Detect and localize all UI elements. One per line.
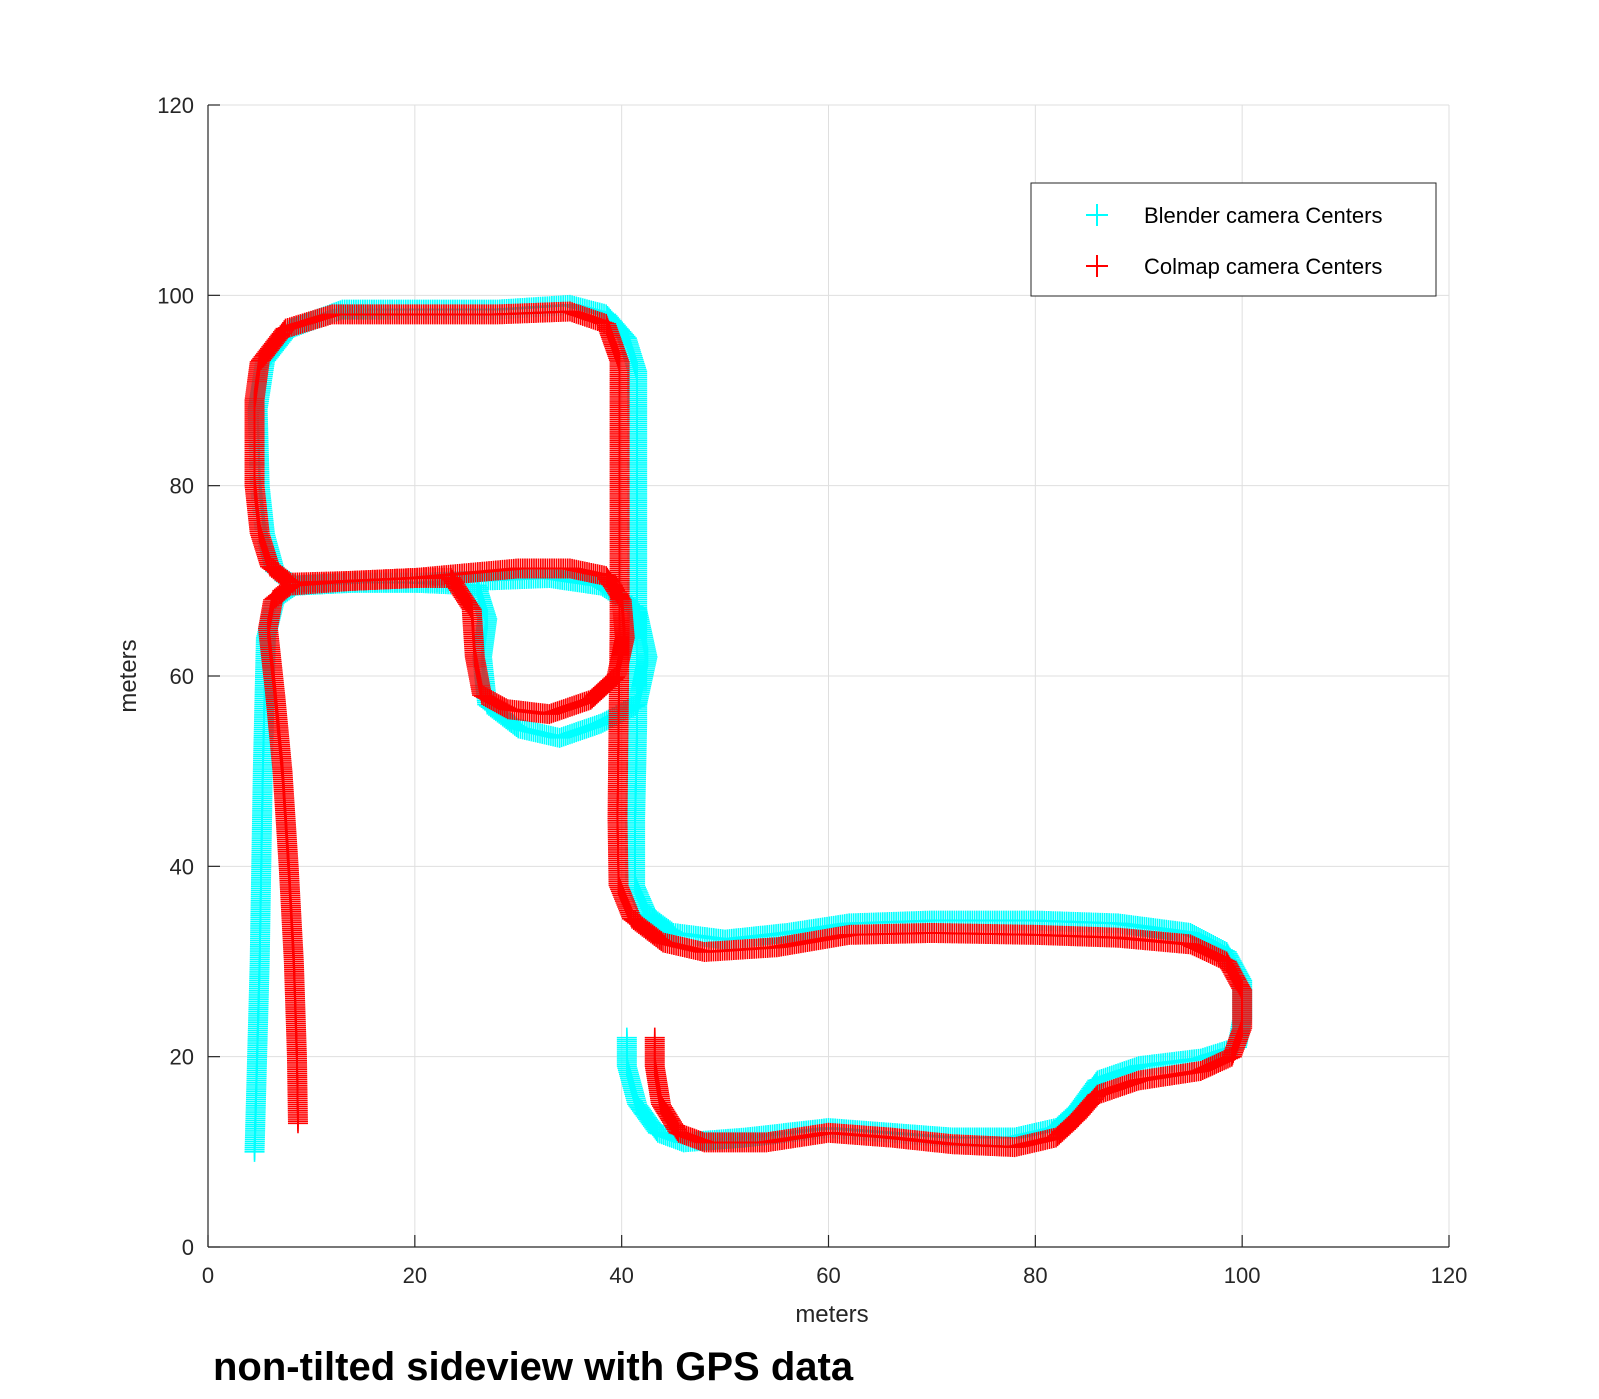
x-axis-label: meters	[795, 1301, 868, 1328]
marker-point	[630, 886, 651, 907]
marker-point	[644, 1027, 665, 1048]
legend-box	[1030, 182, 1437, 297]
x-tick-label: 40	[609, 1263, 633, 1288]
series-blender	[244, 294, 1253, 1162]
marker-point	[597, 567, 618, 588]
figure-caption: non-tilted sideview with GPS data	[213, 1345, 854, 1389]
y-tick-label: 20	[170, 1045, 194, 1070]
marker-point	[630, 888, 651, 909]
y-axis-label: meters	[115, 639, 142, 712]
y-tick-label: 120	[157, 93, 194, 118]
marker-point	[631, 890, 652, 911]
y-tick-label: 40	[170, 854, 194, 879]
marker-point	[634, 896, 655, 917]
marker-point	[632, 892, 653, 913]
x-tick-label: 60	[816, 1263, 840, 1288]
marker-point	[274, 320, 295, 341]
series-colmap	[244, 301, 1253, 1158]
y-tick-label: 80	[170, 474, 194, 499]
x-tick-label: 20	[403, 1263, 427, 1288]
x-tick-label: 100	[1224, 1263, 1261, 1288]
marker-point	[616, 1027, 637, 1048]
marker-point	[629, 884, 650, 905]
marker-point	[596, 710, 617, 731]
y-tick-label: 0	[182, 1235, 194, 1260]
marker-point	[628, 1095, 649, 1116]
marker-point	[492, 696, 513, 717]
x-tick-label: 0	[202, 1263, 214, 1288]
y-tick-label: 60	[170, 664, 194, 689]
tick-labels: 0 20 40 60 80 100 120 0 20 40 60 80 100 120	[157, 93, 1467, 1288]
legend-label-colmap: Colmap camera Centers	[1144, 254, 1382, 279]
legend: Blender camera Centers Colmap camera Cen…	[1030, 182, 1437, 297]
x-tick-label: 80	[1023, 1263, 1047, 1288]
plot-axes	[207, 104, 1450, 1248]
marker-point	[459, 595, 480, 616]
y-tick-label: 100	[157, 283, 194, 308]
legend-label-blender: Blender camera Centers	[1144, 203, 1382, 228]
marker-point	[633, 894, 654, 915]
x-tick-label: 120	[1431, 1263, 1468, 1288]
marker-point	[628, 882, 649, 903]
data-series	[244, 294, 1253, 1162]
